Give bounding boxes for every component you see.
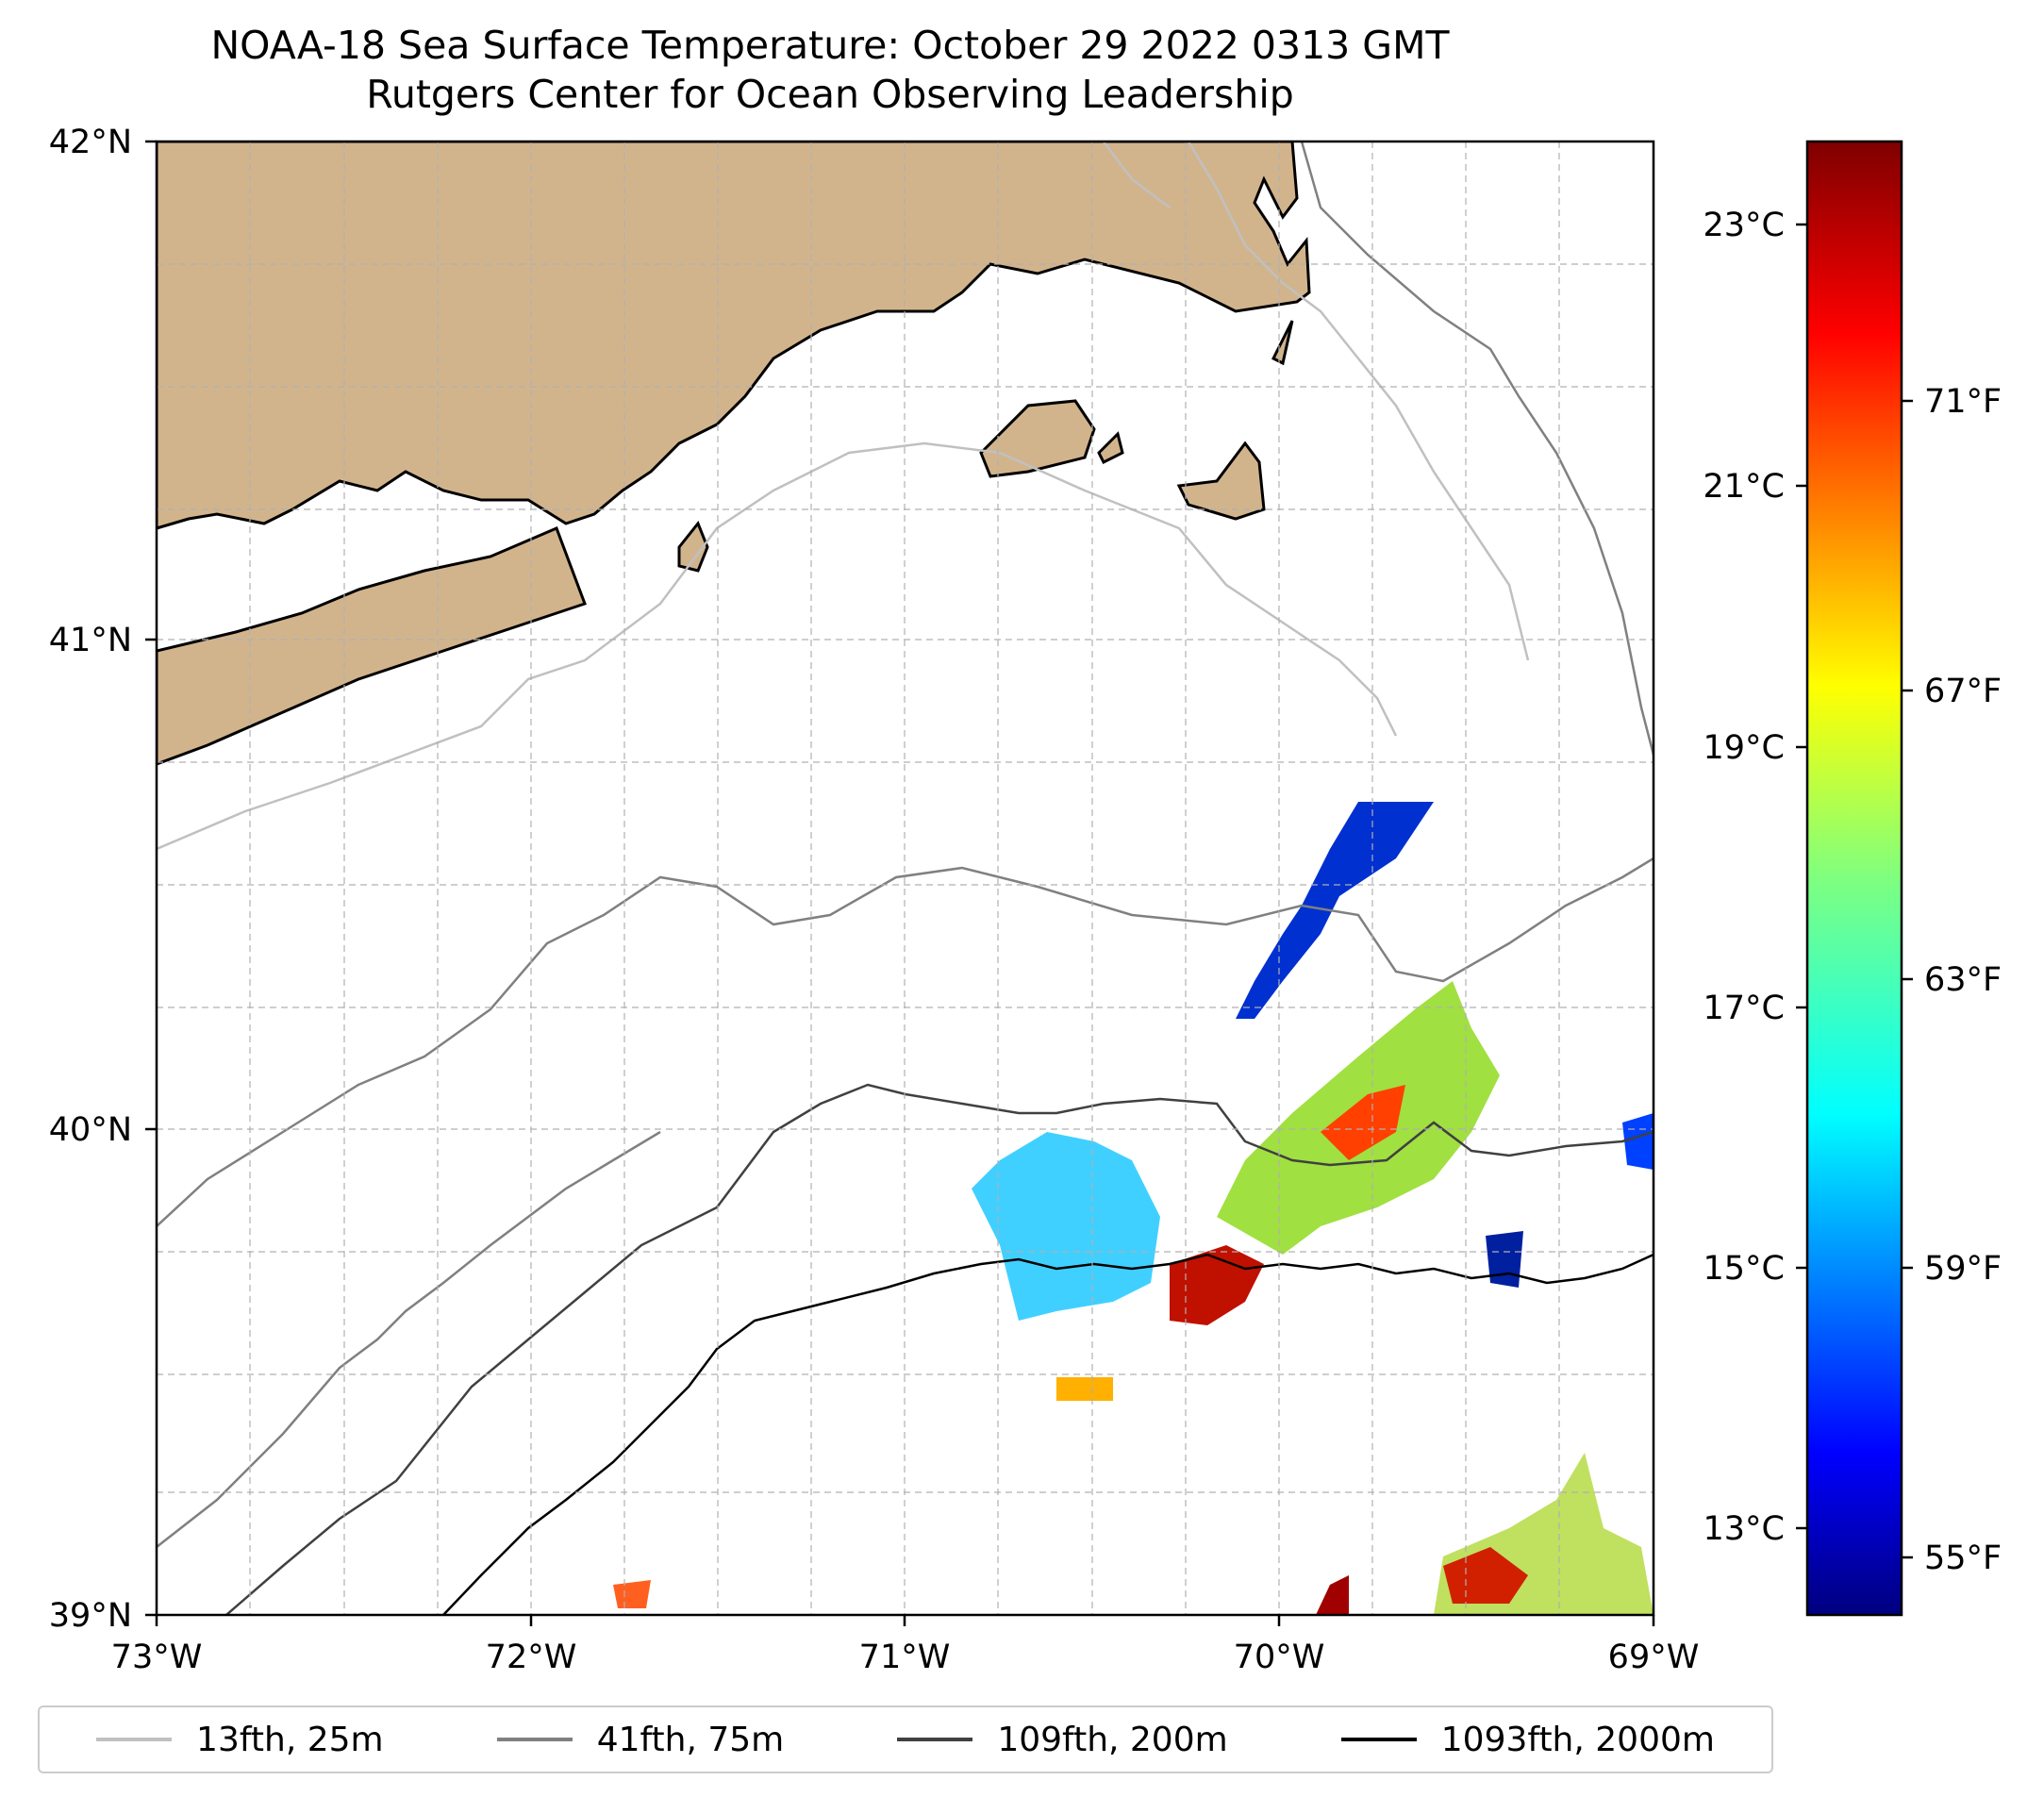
- colorbar-fahrenheit-label: 67°F: [1924, 673, 2002, 710]
- lat-label: 40°N: [49, 1111, 132, 1149]
- colorbar-celsius-label: 13°C: [1703, 1510, 1785, 1548]
- colorbar-celsius-label: 15°C: [1703, 1250, 1785, 1288]
- isobath-legend: 13fth, 25m 41fth, 75m 109fth, 200m 1093f…: [38, 1705, 1773, 1773]
- lon-label: 72°W: [486, 1639, 577, 1676]
- legend-label: 109fth, 200m: [997, 1720, 1228, 1759]
- isobath-75m: [157, 141, 1653, 1548]
- lon-label: 69°W: [1608, 1639, 1700, 1676]
- colorbar-celsius-label: 21°C: [1703, 468, 1785, 506]
- colorbar-gradient: [1805, 140, 1903, 1617]
- sst-patch-northeast-streak: [1236, 802, 1434, 1019]
- sst-patch-small: [1056, 1377, 1113, 1401]
- legend-label: 13fth, 25m: [196, 1720, 384, 1759]
- legend-line-25m: [96, 1738, 173, 1741]
- legend-item: 1093fth, 2000m: [1340, 1720, 1715, 1759]
- legend-line-2000m: [1340, 1738, 1417, 1741]
- map-area[interactable]: [155, 140, 1655, 1617]
- title-line-2: Rutgers Center for Ocean Observing Leade…: [366, 72, 1294, 117]
- legend-line-75m: [496, 1738, 573, 1741]
- sst-patch-shelf-core: [1321, 1085, 1405, 1160]
- lon-label: 71°W: [859, 1639, 951, 1676]
- colorbar-celsius-label: 23°C: [1703, 207, 1785, 244]
- colorbar-celsius-label: 19°C: [1703, 729, 1785, 767]
- colorbar-fahrenheit-label: 59°F: [1924, 1250, 2002, 1288]
- colorbar-fahrenheit-label: 63°F: [1924, 961, 2002, 999]
- sst-patch-southwest-speck: [613, 1580, 651, 1608]
- lat-label: 41°N: [49, 622, 132, 659]
- colorbar-fahrenheit-label: 71°F: [1924, 383, 2002, 421]
- lat-label: 39°N: [49, 1597, 132, 1635]
- legend-line-200m: [897, 1738, 973, 1741]
- legend-item: 41fth, 75m: [496, 1720, 785, 1759]
- lon-label: 70°W: [1234, 1639, 1325, 1676]
- sst-patch-south-warm: [1443, 1547, 1528, 1604]
- grid-lines: [157, 141, 1653, 1615]
- colorbar: 23°C 21°C 19°C 17°C 15°C 13°C 71°F 67°F …: [1703, 140, 2002, 1617]
- title-line-1: NOAA-18 Sea Surface Temperature: October…: [210, 23, 1450, 68]
- isobath-200m: [225, 1083, 1653, 1615]
- colorbar-fahrenheit-label: 55°F: [1924, 1539, 2002, 1577]
- sst-patch-east-edge: [1622, 1113, 1653, 1170]
- map-title: NOAA-18 Sea Surface Temperature: October…: [0, 21, 1660, 119]
- legend-label: 41fth, 75m: [596, 1720, 785, 1759]
- land-mass: [157, 141, 1311, 766]
- colorbar-celsius-label: 17°C: [1703, 990, 1785, 1027]
- isobath-2000m: [442, 1253, 1653, 1615]
- sst-patches: [613, 802, 1653, 1615]
- sst-patch-east-speck: [1486, 1231, 1523, 1288]
- lon-label: 73°W: [111, 1639, 203, 1676]
- legend-label: 1093fth, 2000m: [1440, 1720, 1715, 1759]
- sst-patch-warm-core: [1170, 1245, 1264, 1325]
- legend-item: 109fth, 200m: [897, 1720, 1228, 1759]
- legend-item: 13fth, 25m: [96, 1721, 384, 1759]
- lat-label: 42°N: [49, 124, 132, 161]
- sst-patch-west-eddy: [972, 1132, 1160, 1321]
- sst-patch-south-streak: [1316, 1575, 1349, 1615]
- isobath-25m: [157, 141, 1530, 851]
- axis-ticks: [145, 140, 1655, 1626]
